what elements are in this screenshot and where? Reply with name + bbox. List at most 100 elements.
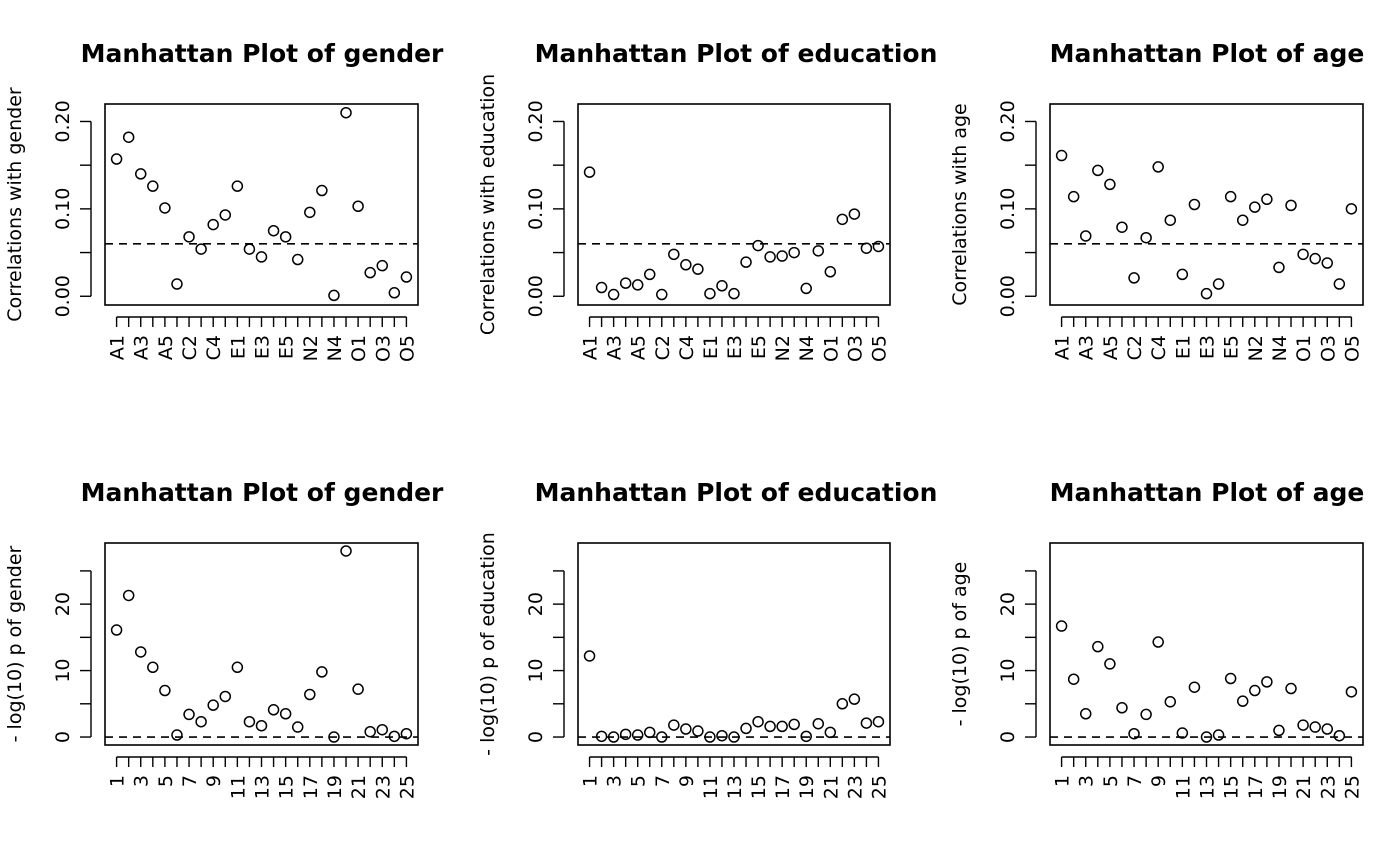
x-tick-label: N4 [1269,335,1291,361]
data-point [728,731,740,743]
data-point [692,263,704,275]
plot-frame [1049,103,1364,306]
y-tick-label: 0.10 [52,188,74,230]
x-tick-label: 15 [276,775,298,799]
y-tick-label: 0.20 [525,100,547,142]
y-axis-label: Correlations with gender [4,87,26,322]
x-tick-label: 11 [700,775,722,799]
x-tick-label: 7 [179,775,201,787]
x-tick-label: 3 [131,775,153,787]
x-tick-label: 15 [1221,775,1243,799]
data-point [860,717,873,729]
x-tick-label: 23 [372,775,394,799]
y-tick-label: 0.00 [52,275,74,317]
y-tick-label: 0.10 [997,188,1019,230]
data-point [147,180,159,192]
x-tick-label: C2 [1124,335,1146,360]
x-tick-label: O5 [868,335,890,362]
data-point [183,708,195,721]
data-point [812,245,825,257]
data-point [1055,149,1068,162]
data-point [195,715,207,728]
data-point [231,661,244,674]
data-point [291,721,304,733]
data-point [122,131,135,143]
data-point [824,726,837,739]
data-point [364,725,376,738]
data-point [595,281,608,294]
x-tick-label: C4 [203,335,225,360]
data-point [800,730,812,743]
x-tick-label: 15 [748,775,770,799]
data-point [1249,684,1261,697]
x-tick-label: 19 [324,775,346,799]
data-point [764,251,776,263]
data-point [836,698,849,710]
data-point [243,243,256,255]
data-point [279,231,292,243]
data-point [1309,721,1321,733]
data-point [1164,696,1177,708]
x-tick-label: 23 [1317,775,1339,799]
data-point [159,684,171,697]
data-point [631,279,644,291]
x-tick-label: N4 [324,335,346,361]
x-tick-label: 23 [844,775,866,799]
x-tick-label: 21 [348,775,370,799]
data-point [183,231,195,243]
data-point [1285,682,1297,695]
x-tick-label: A3 [1076,335,1098,360]
data-point [1079,230,1092,242]
data-point [328,731,340,743]
data-point [219,209,232,221]
y-tick-label: 10 [997,658,1019,682]
chart-panel-5: Manhattan Plot of education 0 10 20 - log(10… [477,478,937,799]
data-point [1333,729,1346,742]
y-axis-label: - log(10) p of age [949,562,971,727]
x-tick-label: 21 [820,775,842,799]
data-point [1309,252,1321,265]
x-tick-label: 19 [1269,775,1291,799]
x-tick-label: E3 [1197,335,1219,359]
x-tick-label: 11 [227,775,249,799]
chart-panel-2: Manhattan Plot of education 0.00 0.10 0.20 C… [477,39,937,362]
data-point [788,246,800,259]
data-point [1128,727,1140,740]
data-point [668,719,680,731]
x-tick-label: 25 [396,775,418,799]
x-tick-label: 5 [1100,775,1122,787]
x-tick-label: A5 [155,335,177,360]
data-point [1067,190,1080,203]
y-tick-label: 20 [525,592,547,616]
data-point [1104,658,1116,670]
data-point [1212,278,1225,290]
x-tick-label: N4 [796,335,818,361]
data-point [388,287,401,299]
y-axis-label: - log(10) p of gender [4,545,26,742]
data-point [147,661,159,674]
x-tick-label: O3 [372,335,394,362]
y-tick-label: 0 [525,731,547,743]
data-point [1345,203,1358,215]
data-point [776,720,788,733]
x-tick-label: E5 [276,335,298,359]
x-tick-label: E3 [724,335,746,359]
data-point [1116,221,1128,233]
x-tick-label: C2 [179,335,201,360]
data-point [207,699,219,711]
data-point [656,731,668,743]
data-point [704,731,716,743]
x-tick-label: A5 [628,335,650,360]
data-point [1140,231,1152,244]
data-point [1321,723,1334,735]
data-point [704,287,716,300]
data-point [716,729,728,742]
chart-title: Manhattan Plot of gender [81,478,444,507]
data-point [1104,178,1116,191]
x-tick-label: O1 [1293,335,1315,362]
x-tick-label: 7 [652,775,674,787]
data-point [364,266,376,279]
x-tick-label: C4 [676,335,698,360]
chart-title: Manhattan Plot of gender [81,39,444,68]
